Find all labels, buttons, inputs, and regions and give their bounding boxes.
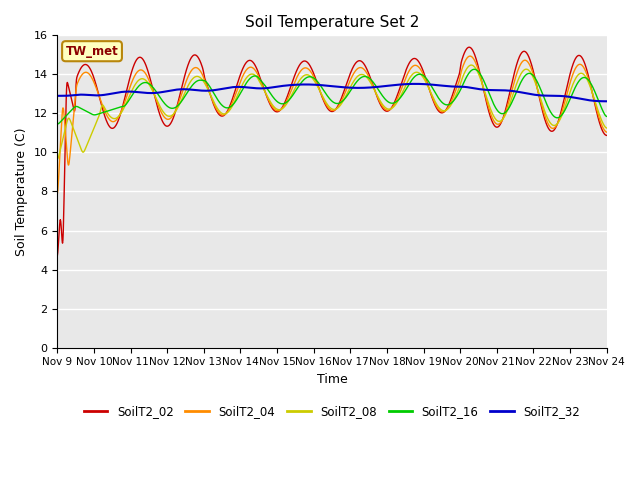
- Title: Soil Temperature Set 2: Soil Temperature Set 2: [245, 15, 419, 30]
- Y-axis label: Soil Temperature (C): Soil Temperature (C): [15, 127, 28, 256]
- Text: TW_met: TW_met: [66, 45, 118, 58]
- X-axis label: Time: Time: [317, 373, 348, 386]
- Legend: SoilT2_02, SoilT2_04, SoilT2_08, SoilT2_16, SoilT2_32: SoilT2_02, SoilT2_04, SoilT2_08, SoilT2_…: [79, 400, 585, 423]
